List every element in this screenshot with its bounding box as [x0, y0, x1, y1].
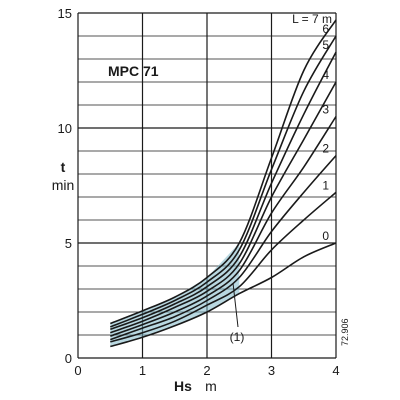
- shaded-band: [110, 243, 240, 347]
- annotation-leader: [232, 282, 239, 328]
- series-line-0: [110, 242, 337, 348]
- y-tick-label: 0: [65, 351, 72, 366]
- y-tick-label: 10: [58, 121, 72, 136]
- series-label: 2: [322, 142, 329, 156]
- series-label: 5: [322, 38, 329, 52]
- legend-header: L = 7 m: [292, 12, 332, 26]
- series-line-2: [110, 155, 337, 341]
- annotation-label: (1): [230, 330, 245, 344]
- x-axis-unit: m: [205, 378, 217, 394]
- shaded-band-area: [110, 243, 240, 347]
- x-tick-label: 2: [203, 363, 210, 378]
- series-label: 6: [322, 22, 329, 36]
- series-line-4: [110, 81, 337, 334]
- chart-title: MPC 71: [108, 63, 159, 79]
- series-labels: 0 1 2 3 4 5 6L = 7 m: [292, 12, 332, 243]
- series-line-3: [110, 116, 337, 337]
- series-label: 1: [322, 178, 329, 192]
- x-axis-label: Hs: [174, 378, 192, 394]
- series-label: 3: [322, 103, 329, 117]
- series-label: 4: [322, 68, 329, 82]
- series-line-6: [110, 35, 337, 328]
- y-tick-label: 15: [58, 6, 72, 21]
- series-lines: [110, 19, 337, 348]
- series-label: 0: [322, 229, 329, 243]
- x-tick-label: 4: [332, 363, 339, 378]
- y-axis-unit: min: [52, 177, 75, 193]
- y-axis-label: t: [61, 159, 66, 175]
- reference-code: 72.906: [340, 318, 350, 346]
- grid: [77, 12, 337, 359]
- x-tick-label: 1: [139, 363, 146, 378]
- y-tick-label: 5: [65, 236, 72, 251]
- series-line-5: [110, 51, 337, 331]
- series-line-L7m: [110, 19, 337, 325]
- x-tick-label: 3: [268, 363, 275, 378]
- x-tick-label: 0: [74, 363, 81, 378]
- series-line-1: [110, 191, 337, 343]
